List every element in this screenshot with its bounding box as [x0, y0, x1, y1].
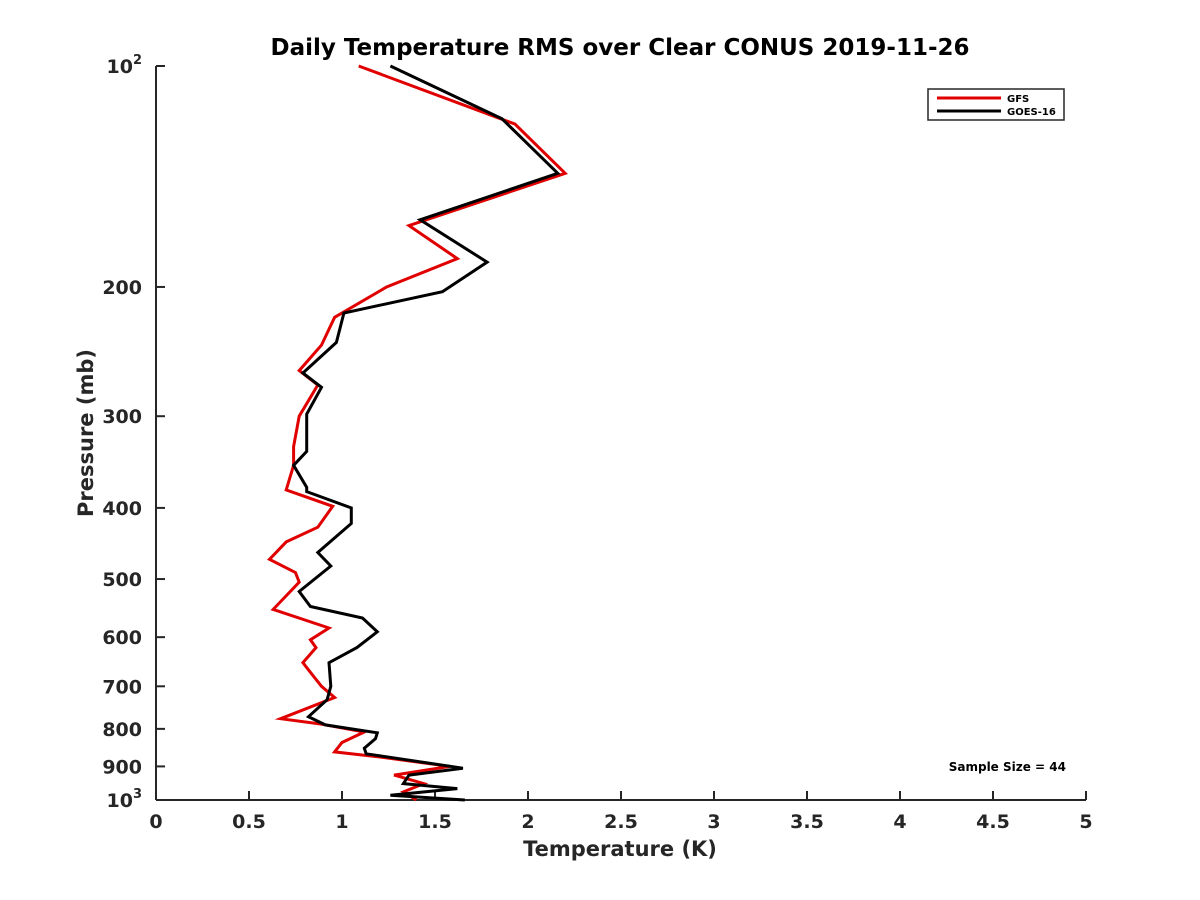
y-tick-label: 102	[107, 53, 143, 78]
x-tick-label: 5	[1079, 811, 1092, 833]
x-tick-label: 3.5	[790, 811, 824, 833]
y-tick-label: 103	[107, 787, 143, 812]
y-tick-label: 400	[102, 498, 142, 520]
x-tick-label: 1.5	[418, 811, 452, 833]
axes: 0 0.5 1 1.5 2 2.5 3 3.5 4 4.5 5 102 200 300 400 500 600 7…	[102, 53, 1092, 833]
x-axis-title: Temperature (K)	[523, 837, 717, 861]
y-tick-label: 900	[102, 756, 142, 778]
y-tick-label: 800	[102, 719, 142, 741]
x-tick-label: 4.5	[976, 811, 1010, 833]
y-tick-label: 200	[102, 277, 142, 299]
x-tick-label: 3	[707, 811, 720, 833]
y-tick-label: 500	[102, 569, 142, 591]
series-line-gfs	[267, 64, 569, 802]
legend: GFS GOES-16	[927, 88, 1065, 121]
y-tick-label: 300	[102, 406, 142, 428]
x-tick-label: 0.5	[232, 811, 266, 833]
y-tick-label: 700	[102, 676, 142, 698]
x-tick-label: 1	[335, 811, 348, 833]
legend-box	[927, 88, 1065, 121]
y-axis-title: Pressure (mb)	[74, 349, 98, 517]
legend-label: GFS	[1007, 94, 1029, 105]
x-tick-label: 2	[521, 811, 534, 833]
chart-title: Daily Temperature RMS over Clear CONUS 2…	[270, 35, 969, 61]
x-tick-label: 2.5	[604, 811, 638, 833]
x-tick-label: 4	[893, 811, 906, 833]
series-line-goes-16	[291, 64, 561, 802]
sample-size-annotation: Sample Size = 44	[949, 760, 1066, 774]
y-tick-label: 600	[102, 627, 142, 649]
series-layer	[267, 64, 569, 802]
x-tick-label: 0	[149, 811, 162, 833]
legend-label: GOES-16	[1007, 107, 1056, 118]
